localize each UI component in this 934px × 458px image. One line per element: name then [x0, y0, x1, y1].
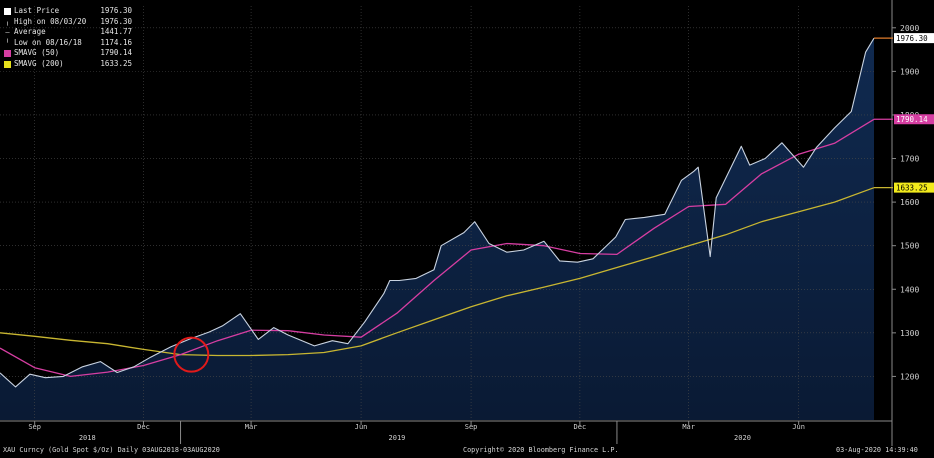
y-tick-label: 1300: [900, 329, 919, 338]
sma200-line: [0, 187, 875, 357]
legend-entry-low: ╵ Low on 08/16/18 1174.16: [4, 38, 132, 49]
x-tick-label: Sep: [28, 423, 41, 431]
y-tick-label: 1500: [900, 242, 919, 251]
price-tag-label: 1633.25: [896, 184, 928, 193]
footer-copyright: Copyright© 2020 Bloomberg Finance L.P.: [463, 446, 619, 454]
legend-entry-high: ╷ High on 08/03/20 1976.30: [4, 17, 132, 28]
legend-entry-sma200: SMAVG (200) 1633.25: [4, 59, 132, 70]
legend-label: SMAVG (50): [14, 48, 60, 58]
legend-value: 1633.25: [100, 58, 132, 68]
legend-entry-last-price: Last Price 1976.30: [4, 6, 132, 17]
magenta-square-icon: [4, 50, 11, 58]
x-tick-label: Mar: [245, 423, 258, 431]
legend-label: Average: [14, 27, 46, 37]
price-line: [0, 37, 875, 388]
white-square-icon: [4, 7, 11, 15]
legend-value: 1976.30: [100, 16, 132, 26]
y-tick-label: 1400: [900, 285, 919, 294]
sma50-line: [0, 118, 875, 378]
price-area-fill: [0, 38, 874, 420]
legend-value: 1790.14: [100, 48, 132, 58]
avg-tick-icon: –: [5, 28, 10, 37]
y-tick-label: 1700: [900, 155, 919, 164]
price-tag-box: [894, 33, 934, 44]
y-tick-label: 1200: [900, 372, 919, 381]
legend-value: 1976.30: [100, 6, 132, 15]
yellow-square-icon: [4, 60, 11, 68]
footer-security: XAU Curncy (Gold Spot $/Oz) Daily 03AUG2…: [3, 446, 220, 454]
y-tick-label: 1600: [900, 198, 919, 207]
chart-legend: Last Price 1976.30 ╷ High on 08/03/20 19…: [4, 6, 132, 70]
legend-label: Last Price: [14, 6, 60, 15]
legend-label: High on 08/03/20: [14, 16, 87, 26]
legend-value: 1441.77: [100, 27, 132, 37]
x-year-label: 2018: [79, 434, 96, 442]
low-tick-icon: ╵: [5, 38, 10, 47]
y-tick-label: 1900: [900, 67, 919, 76]
x-tick-label: Dec: [574, 423, 587, 431]
legend-entry-sma50: SMAVG (50) 1790.14: [4, 48, 132, 59]
price-tag-label: 1790.14: [896, 115, 928, 124]
x-tick-label: Jun: [792, 423, 805, 431]
x-tick-label: Mar: [682, 423, 695, 431]
x-year-label: 2020: [734, 434, 751, 442]
crossover-highlight-circle: [173, 336, 210, 373]
legend-label: Low on 08/16/18: [14, 37, 82, 47]
x-tick-label: Sep: [465, 423, 478, 431]
footer-timestamp: 03-Aug-2020 14:39:40: [836, 446, 918, 454]
legend-entry-average: – Average 1441.77: [4, 27, 132, 38]
price-tag-box: [894, 114, 934, 125]
high-tick-icon: ╷: [5, 17, 10, 26]
y-tick-label: 2000: [900, 24, 919, 33]
x-year-label: 2019: [389, 434, 406, 442]
legend-label: SMAVG (200): [14, 58, 64, 68]
legend-value: 1174.16: [100, 37, 132, 47]
x-tick-label: Jun: [355, 423, 368, 431]
price-tag-box: [894, 182, 934, 193]
x-tick-label: Dec: [137, 423, 150, 431]
price-tag-label: 1976.30: [896, 34, 928, 43]
